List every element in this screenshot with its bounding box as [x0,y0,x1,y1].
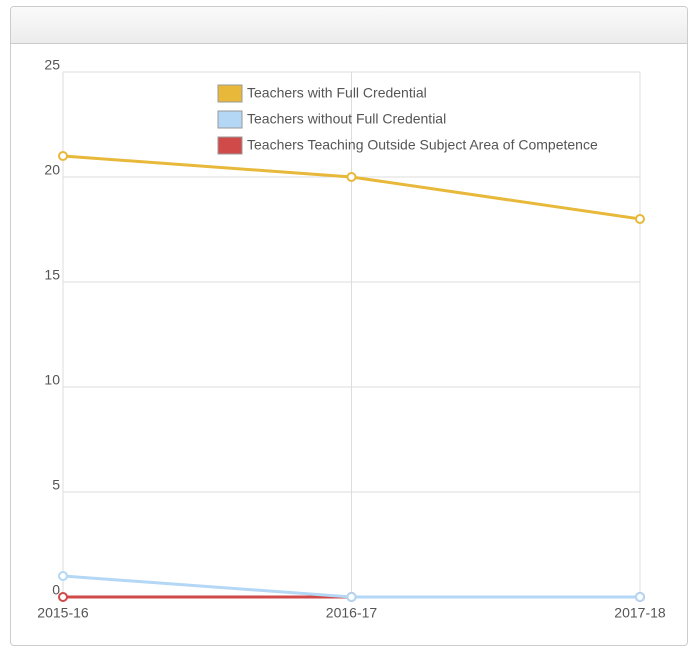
point [58,571,68,581]
point [635,592,645,602]
y-tick-label: 5 [52,477,60,493]
y-tick-label: 20 [44,162,60,178]
panel-header [11,7,687,44]
legend-swatch [217,110,243,129]
panel [10,6,688,646]
x-tick-label: 2015-16 [37,605,89,621]
x-tick-label: 2016-17 [326,605,378,621]
y-tick-label: 0 [52,582,60,598]
x-tick-label: 2017-18 [614,605,666,621]
legend-label: Teachers without Full Credential [247,111,446,127]
legend-label: Teachers Teaching Outside Subject Area o… [247,137,598,153]
y-tick-label: 10 [44,372,60,388]
y-tick-label: 25 [44,57,60,73]
point [346,592,357,602]
legend-swatch [217,136,243,155]
point [346,172,357,182]
y-tick-label: 15 [44,267,60,283]
legend-label: Teachers with Full Credential [247,85,427,101]
point [635,214,645,224]
legend-swatch [217,84,243,103]
point [58,151,68,161]
point [58,592,68,602]
